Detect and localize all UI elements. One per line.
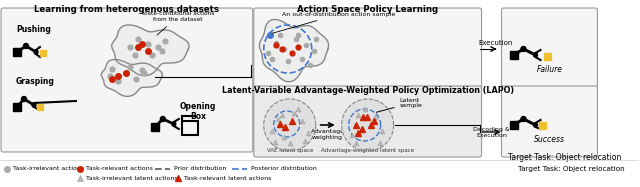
Text: Advantage
weighting: Advantage weighting: [310, 129, 345, 140]
Circle shape: [24, 44, 28, 48]
Text: Latent
sample: Latent sample: [376, 98, 422, 112]
Text: Learning from heterogenous datasets: Learning from heterogenous datasets: [35, 5, 220, 14]
Text: Action Space Policy Learning: Action Space Policy Learning: [297, 5, 438, 14]
Circle shape: [32, 103, 36, 107]
FancyBboxPatch shape: [502, 86, 597, 157]
Text: VAE latent space: VAE latent space: [266, 148, 313, 153]
Bar: [540, 122, 547, 129]
FancyBboxPatch shape: [253, 8, 481, 87]
Bar: [40, 50, 46, 56]
Text: Grasping: Grasping: [16, 77, 55, 86]
Bar: [182, 121, 198, 135]
Circle shape: [34, 50, 38, 54]
Text: Target Task: Object relocation: Target Task: Object relocation: [508, 153, 621, 162]
Text: Failure: Failure: [536, 65, 563, 74]
Text: Success: Success: [534, 135, 565, 144]
Text: Decoding &
Execution: Decoding & Execution: [473, 127, 510, 138]
Text: Target Task: Object relocation: Target Task: Object relocation: [518, 166, 625, 172]
Circle shape: [22, 96, 26, 102]
Bar: [13, 48, 21, 56]
Circle shape: [534, 53, 538, 57]
Text: Opening
Box: Opening Box: [180, 102, 216, 121]
Text: state-conditional actions
from the dataset: state-conditional actions from the datas…: [141, 11, 214, 35]
Polygon shape: [101, 59, 163, 96]
Text: Task-relevant actions: Task-relevant actions: [86, 166, 153, 171]
Circle shape: [521, 47, 526, 51]
Circle shape: [521, 117, 526, 122]
Polygon shape: [259, 19, 328, 82]
Bar: [545, 53, 552, 60]
FancyBboxPatch shape: [1, 8, 253, 152]
Text: Task-relevant latent actions: Task-relevant latent actions: [184, 176, 271, 180]
Bar: [509, 121, 518, 129]
Text: Latent-Variable Advantage-Weighted Policy Optimization (LAPO): Latent-Variable Advantage-Weighted Polic…: [221, 86, 514, 95]
Bar: [37, 104, 43, 110]
Circle shape: [161, 117, 165, 122]
Circle shape: [342, 99, 394, 151]
Bar: [13, 103, 21, 111]
Bar: [509, 51, 518, 59]
Circle shape: [264, 99, 316, 151]
Text: Prior distribution: Prior distribution: [174, 166, 226, 171]
FancyBboxPatch shape: [502, 8, 597, 87]
Text: Task-irrelevant latent actions: Task-irrelevant latent actions: [86, 176, 177, 180]
Text: An out-of-distribution action sample: An out-of-distribution action sample: [273, 12, 395, 33]
Text: Task-irrelevant actions: Task-irrelevant actions: [13, 166, 84, 171]
FancyBboxPatch shape: [253, 86, 481, 157]
Text: Pushing: Pushing: [16, 25, 51, 34]
Polygon shape: [112, 25, 189, 76]
Text: Execution: Execution: [478, 40, 513, 46]
Bar: [151, 123, 159, 131]
Text: Advantage-weighted latent space: Advantage-weighted latent space: [321, 148, 414, 153]
Text: Posterior distribution: Posterior distribution: [251, 166, 317, 171]
Circle shape: [172, 122, 176, 126]
Circle shape: [534, 123, 538, 127]
